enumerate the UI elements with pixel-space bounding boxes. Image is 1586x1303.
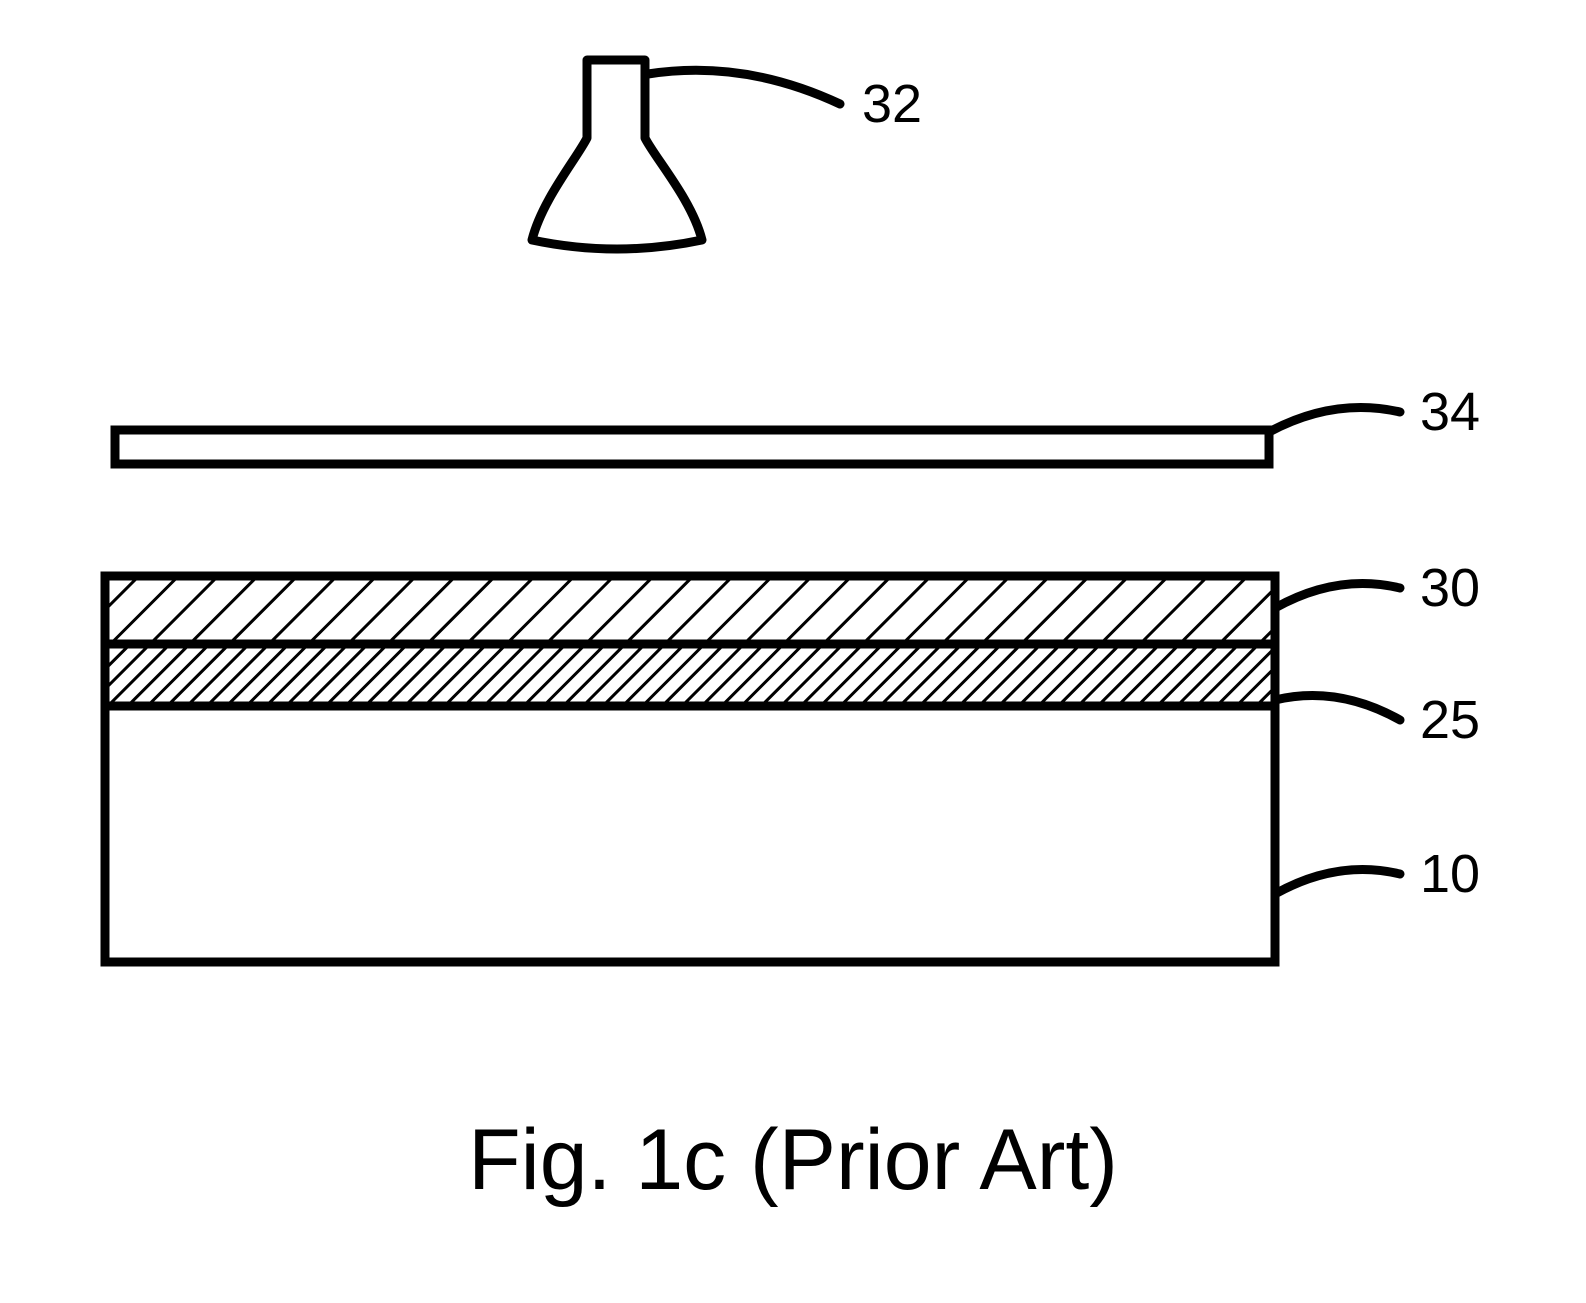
leader-line [1275, 870, 1400, 895]
reference-label: 32 [862, 74, 922, 134]
nozzle [532, 60, 702, 249]
layer30 [105, 576, 1275, 644]
leader-line [1269, 408, 1400, 433]
leader-line [648, 70, 840, 104]
reference-label: 34 [1420, 382, 1480, 442]
figure-caption: Fig. 1c (Prior Art) [0, 1111, 1586, 1210]
reference-label: 25 [1420, 690, 1480, 750]
layer25 [105, 644, 1275, 706]
diagram-svg: 32 34 30 25 10 [0, 0, 1586, 1303]
leader-line [1275, 584, 1400, 609]
leader-line [1275, 696, 1400, 721]
figure-canvas: 32 34 30 25 10 Fig. 1c (Prior Art) [0, 0, 1586, 1303]
mask-plate [115, 430, 1269, 464]
reference-label: 30 [1420, 558, 1480, 618]
layer10 [105, 706, 1275, 962]
reference-label: 10 [1420, 844, 1480, 904]
